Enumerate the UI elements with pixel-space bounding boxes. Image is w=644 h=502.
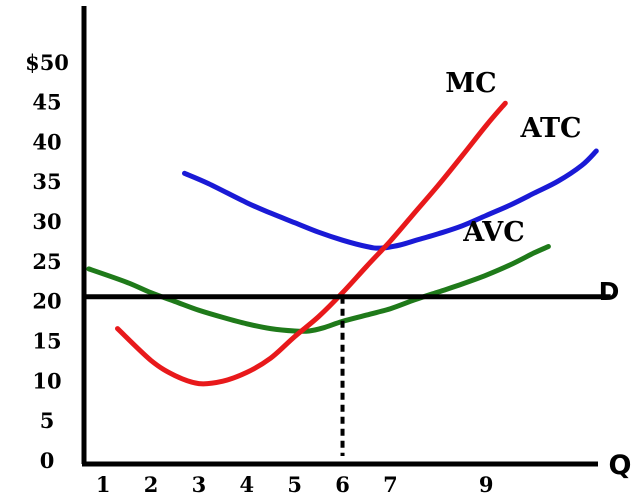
x-tick-label: 2 (144, 472, 159, 497)
y-tick-label: $50 (25, 50, 69, 75)
y-tick-labels: 0 5 10 15 20 25 30 35 40 45 $50 (25, 50, 69, 473)
y-tick-label: 30 (32, 209, 61, 234)
x-tick-label: 9 (479, 472, 494, 497)
chart-axes (81, 6, 598, 467)
series-mc-line (115, 100, 508, 387)
y-tick-label: 5 (40, 408, 55, 433)
series-avc-line (86, 244, 551, 334)
curve-label-mc: MC (445, 68, 496, 99)
y-tick-label: 10 (32, 368, 61, 393)
x-tick-label: 3 (192, 472, 207, 497)
curve-label-d: D (599, 277, 620, 306)
y-tick-label: 40 (32, 129, 61, 154)
y-tick-label: 0 (40, 448, 55, 473)
curve-label-atc: ATC (519, 113, 581, 144)
y-tick-label: 45 (32, 90, 61, 115)
curve-label-avc: AVC (462, 217, 524, 248)
x-tick-label: 7 (383, 472, 398, 497)
series-layer (84, 100, 611, 387)
y-tick-label: 15 (32, 329, 61, 354)
x-tick-label: 5 (287, 472, 302, 497)
y-tick-label: 35 (32, 169, 61, 194)
x-tick-labels: 1 2 3 4 5 6 7 9 (96, 472, 494, 497)
curve-labels: MC ATC AVC D Q (445, 68, 631, 481)
x-tick-label: 1 (96, 472, 111, 497)
series-atc-line (182, 148, 599, 251)
x-tick-label: 6 (335, 472, 350, 497)
x-axis-title: Q (609, 450, 632, 481)
y-tick-label: 25 (32, 249, 61, 274)
x-tick-label: 4 (239, 472, 254, 497)
y-tick-label: 20 (32, 289, 61, 314)
